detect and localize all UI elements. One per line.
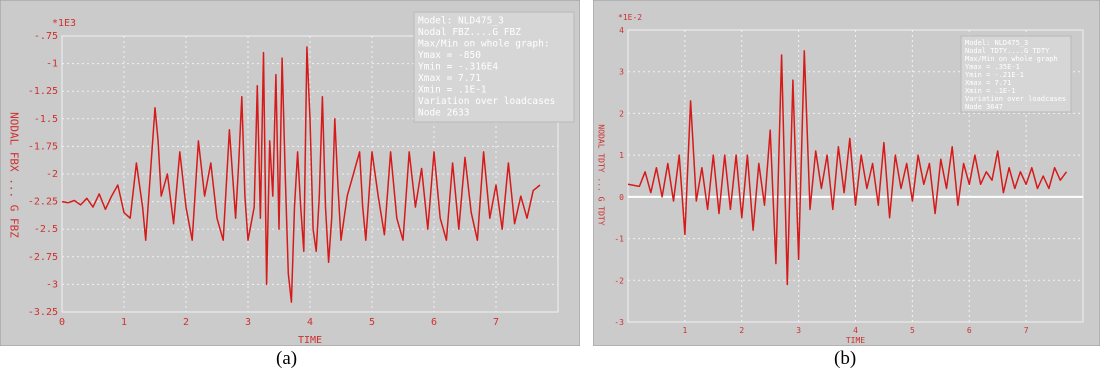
- chart-b-x-tick-label: 6: [967, 326, 972, 335]
- chart-b-y-axis-title: NODAL TDTY ... G TDTY: [597, 124, 606, 225]
- caption-b: (b): [834, 348, 857, 369]
- caption-a: (a): [276, 348, 298, 369]
- chart-a-info-line: Ymax = -850: [418, 50, 481, 61]
- chart-b-info-box: [960, 35, 1072, 113]
- chart-a-info-line: Node 2633: [418, 108, 469, 119]
- chart-a-x-tick-label: 7: [493, 317, 499, 328]
- chart-b-scale-label: *1E-2: [618, 13, 642, 22]
- chart-b-y-tick-label: -3: [614, 318, 624, 327]
- chart-a-y-tick-label: -3: [46, 279, 58, 290]
- chart-b-x-axis-title: TIME: [846, 336, 865, 345]
- chart-a-info-line: Variation over loadcases: [418, 96, 555, 107]
- chart-b-info-line: Ymin = -.21E-1: [965, 71, 1024, 79]
- chart-b-x-tick-label: 1: [682, 326, 687, 335]
- chart-a-info-line: Ymin = -.316E4: [418, 62, 498, 73]
- chart-a-x-tick-label: 6: [431, 317, 437, 328]
- chart-b-info-line: Xmin = .1E-1: [965, 87, 1016, 95]
- chart-a-scale-label: *1E3: [52, 18, 76, 29]
- chart-a-info-line: Xmin = .1E-1: [418, 85, 487, 96]
- chart-b-y-tick-label: -2: [614, 276, 624, 285]
- chart-a-x-tick-label: 4: [307, 317, 313, 328]
- chart-a-x-tick-label: 2: [183, 317, 189, 328]
- chart-b-y-tick-label: 3: [619, 68, 624, 77]
- chart-b-x-tick-label: 4: [853, 326, 858, 335]
- chart-a-y-tick-label: -2.25: [28, 197, 58, 208]
- chart-b-info-line: Xmax = 7.71: [965, 79, 1011, 87]
- chart-a-x-tick-label: 5: [369, 317, 375, 328]
- chart-a-svg: -.75 -1 -1.25 -1.5 -1.75 -2 -2.25 -2.5 -2.75 -3 -3…: [0, 0, 580, 346]
- chart-b-info-line: Model: NLD475_3: [965, 39, 1028, 47]
- chart-a-y-tick-label: -.75: [34, 31, 58, 42]
- chart-a-info-line: Nodal FBZ....G FBZ: [418, 27, 521, 38]
- chart-b-info-line: Variation over loadcases: [965, 95, 1066, 103]
- chart-b-y-tick-label: 2: [619, 109, 624, 118]
- chart-b-x-tick-label: 2: [739, 326, 744, 335]
- chart-b-y-tick-label: 0: [619, 193, 624, 202]
- chart-b-y-tick-label: -1: [614, 235, 624, 244]
- chart-a-y-tick-label: -1.5: [34, 114, 58, 125]
- chart-a-x-tick-label: 0: [59, 317, 65, 328]
- chart-a-info-line: Max/Min on whole graph:: [418, 39, 550, 50]
- chart-b-x-tick-label: 5: [910, 326, 915, 335]
- chart-a-plot-frame: [61, 35, 559, 313]
- chart-a-y-axis-title: NODAL FBX ... G FBZ: [8, 112, 21, 238]
- chart-b-x-tick-label: 7: [1024, 326, 1029, 335]
- chart-a-y-tick-label: -3.25: [28, 307, 58, 318]
- chart-a-x-axis-title: TIME: [298, 335, 322, 346]
- chart-b-info-line: Ymax = .35E-1: [965, 63, 1020, 71]
- chart-b-y-tick-label: 1: [619, 151, 624, 160]
- chart-b-info-line: Max/Min on whole graph: [965, 55, 1058, 63]
- chart-a-info-line: Model: NLD475_3: [418, 16, 504, 27]
- chart-b-x-tick-label: 3: [796, 326, 801, 335]
- chart-b-info-line: Nodal TDTY....G TDTY: [965, 47, 1050, 55]
- chart-a-info-box: [413, 11, 575, 123]
- chart-a-y-tick-label: -1: [46, 59, 58, 70]
- chart-a-y-tick-label: -1.25: [28, 86, 58, 97]
- chart-a-series-line: [61, 46, 541, 303]
- chart-a-y-tick-label: -2.5: [34, 224, 58, 235]
- chart-b-y-tick-label: 4: [619, 26, 624, 35]
- chart-b-info-line: Node 3647: [965, 103, 1003, 111]
- chart-b-series-line: [627, 50, 1068, 286]
- chart-b-svg: 4 3 2 1 0 -1 -2 -3 1 2 3 4 5 6 7 *1E-2 TIME NODAL TDTY ..…: [593, 0, 1100, 346]
- chart-panel-b: 4 3 2 1 0 -1 -2 -3 1 2 3 4 5 6 7 *1E-2 TIME NODAL TDTY ..…: [593, 0, 1100, 346]
- chart-a-x-tick-label: 1: [121, 317, 127, 328]
- chart-a-info-line: Xmax = 7.71: [418, 73, 481, 84]
- chart-a-x-tick-label: 3: [245, 317, 251, 328]
- chart-a-y-tick-label: -1.75: [28, 141, 58, 152]
- chart-b-plot-frame: [627, 29, 1084, 323]
- chart-panel-a: -.75 -1 -1.25 -1.5 -1.75 -2 -2.25 -2.5 -2.75 -3 -3…: [0, 0, 580, 346]
- chart-a-y-tick-label: -2: [46, 169, 58, 180]
- chart-a-y-tick-label: -2.75: [28, 252, 58, 263]
